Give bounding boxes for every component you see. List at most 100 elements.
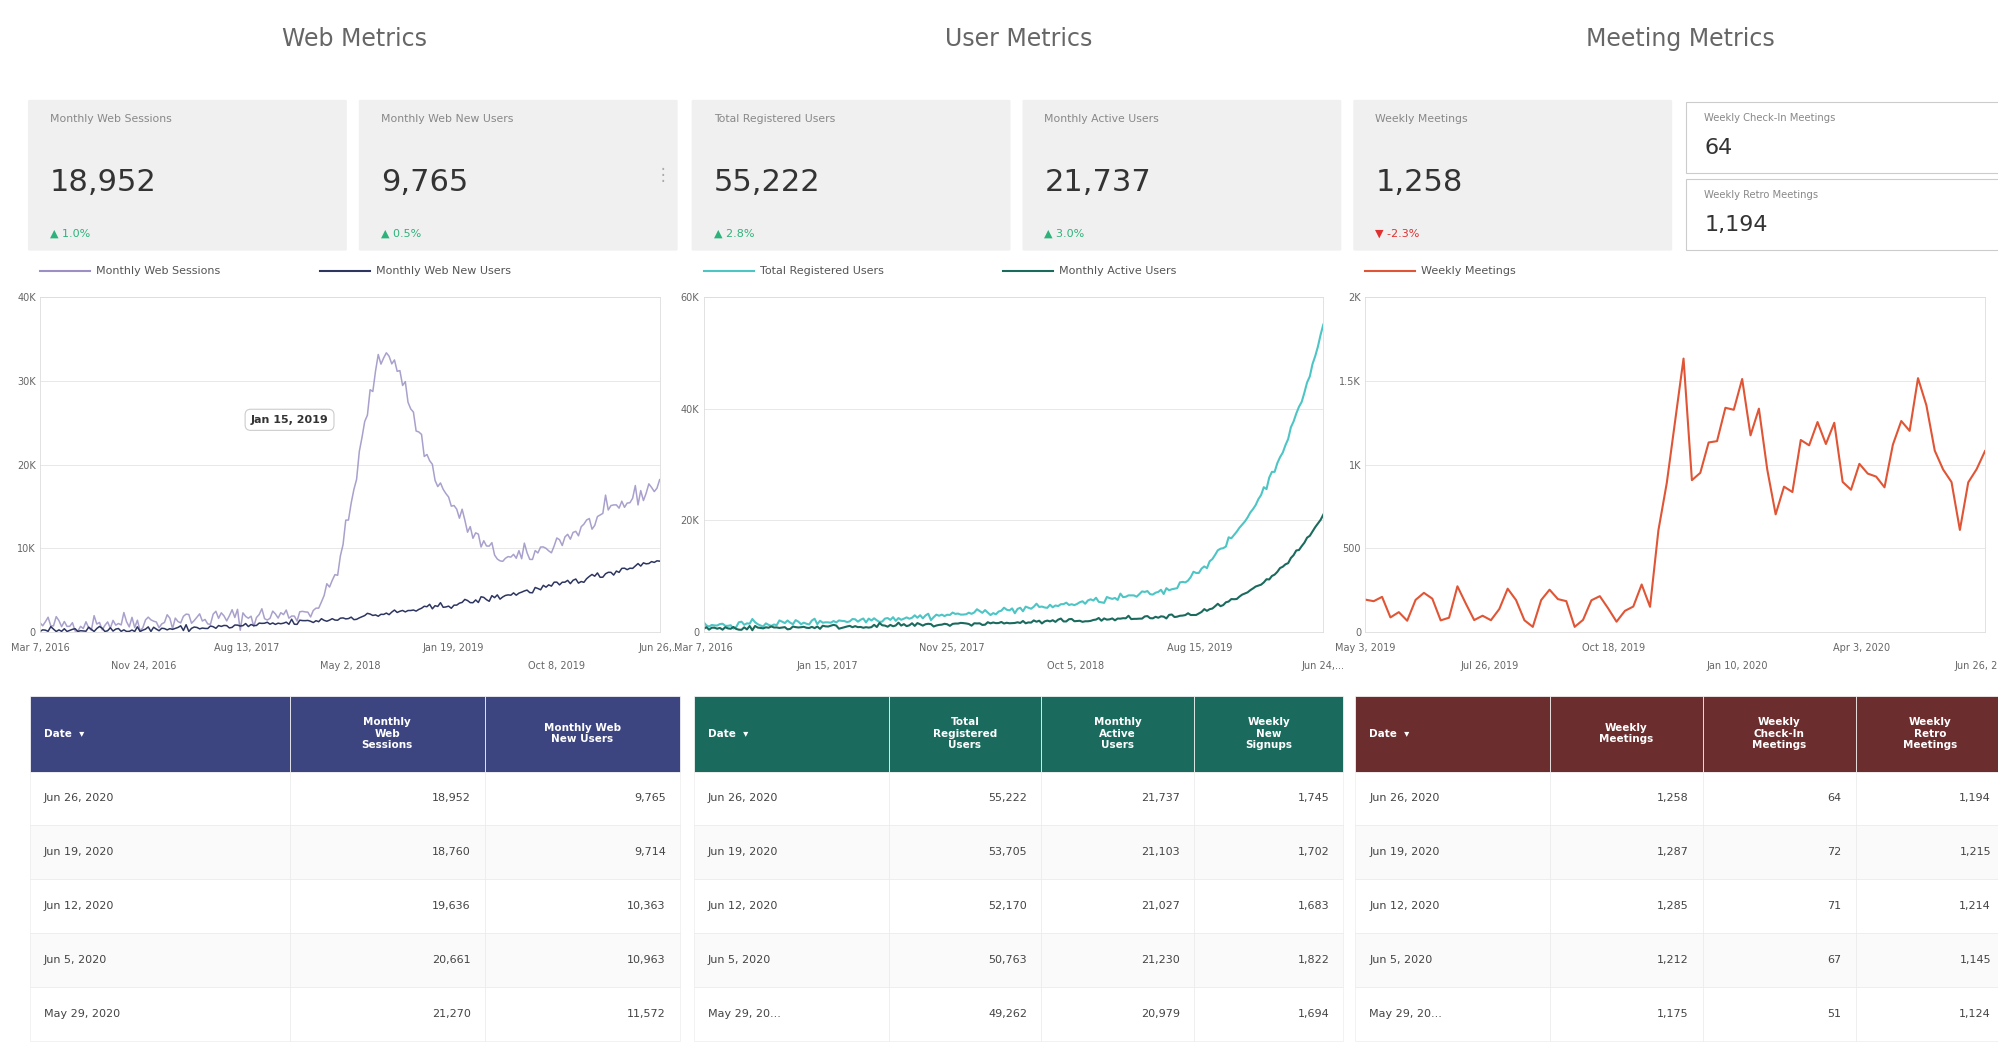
Text: 1,214: 1,214 [1958,902,1990,911]
Text: 53,705: 53,705 [989,847,1027,857]
Text: ▲ 0.5%: ▲ 0.5% [380,229,422,239]
Text: 21,230: 21,230 [1141,955,1179,965]
Text: 1,702: 1,702 [1297,847,1329,857]
Text: 1,212: 1,212 [1656,955,1688,965]
Text: May 2, 2018: May 2, 2018 [320,661,380,670]
Text: 21,270: 21,270 [432,1009,472,1018]
Text: 20,661: 20,661 [432,955,472,965]
Text: 1,258: 1,258 [1656,793,1688,804]
Text: 10,363: 10,363 [627,902,665,911]
Text: 1,694: 1,694 [1297,1009,1329,1018]
Text: 9,714: 9,714 [633,847,665,857]
Text: 49,262: 49,262 [987,1009,1027,1018]
Text: 1,287: 1,287 [1656,847,1688,857]
Text: Monthly Web Sessions: Monthly Web Sessions [50,114,172,123]
Text: Jun 12, 2020: Jun 12, 2020 [1369,902,1439,911]
Text: ▲ 1.0%: ▲ 1.0% [50,229,90,239]
Text: Jan 15, 2017: Jan 15, 2017 [797,661,857,670]
Text: Jun 12, 2020: Jun 12, 2020 [707,902,777,911]
Text: Jun 26, 2020: Jun 26, 2020 [1369,793,1439,804]
Text: 10,963: 10,963 [627,955,665,965]
Text: 71: 71 [1826,902,1840,911]
Text: Monthly Active Users: Monthly Active Users [1043,114,1159,123]
Text: Monthly
Web
Sessions: Monthly Web Sessions [362,717,414,750]
Text: 1,175: 1,175 [1656,1009,1688,1018]
Text: 72: 72 [1826,847,1840,857]
Text: 18,760: 18,760 [432,847,472,857]
Text: 1,822: 1,822 [1297,955,1329,965]
Text: Oct 5, 2018: Oct 5, 2018 [1047,661,1103,670]
Text: Jul 26, 2019: Jul 26, 2019 [1459,661,1518,670]
Text: Weekly
New
Signups: Weekly New Signups [1245,717,1291,750]
Text: 55,222: 55,222 [713,168,819,198]
Text: Weekly Check-In Meetings: Weekly Check-In Meetings [1702,113,1834,122]
Text: Web Metrics: Web Metrics [282,27,428,51]
Text: 67: 67 [1826,955,1840,965]
Text: 18,952: 18,952 [432,793,472,804]
Text: 1,194: 1,194 [1958,793,1990,804]
Text: 11,572: 11,572 [627,1009,665,1018]
Text: Aug 13, 2017: Aug 13, 2017 [214,643,280,652]
Text: Monthly Web New Users: Monthly Web New Users [380,114,513,123]
Text: 9,765: 9,765 [380,168,468,198]
Text: ⋮: ⋮ [655,167,671,184]
Text: 19,636: 19,636 [432,902,472,911]
Text: Mar 7, 2016: Mar 7, 2016 [673,643,733,652]
Text: 21,737: 21,737 [1141,793,1179,804]
Text: ▼ -2.3%: ▼ -2.3% [1375,229,1419,239]
Text: Total Registered Users: Total Registered Users [713,114,835,123]
Text: Weekly Meetings: Weekly Meetings [1375,114,1467,123]
Text: 55,222: 55,222 [987,793,1027,804]
Text: Jun 19, 2020: Jun 19, 2020 [1369,847,1439,857]
Text: Jan 10, 2020: Jan 10, 2020 [1706,661,1766,670]
Text: 21,737: 21,737 [1043,168,1151,198]
Text: Monthly Web
New Users: Monthly Web New Users [543,723,621,744]
Text: Weekly Meetings: Weekly Meetings [1421,266,1514,276]
Text: Jun 19, 2020: Jun 19, 2020 [707,847,777,857]
Text: Jun 5, 2020: Jun 5, 2020 [707,955,771,965]
Text: ▲ 2.8%: ▲ 2.8% [713,229,753,239]
Text: 9,765: 9,765 [633,793,665,804]
Text: Monthly
Active
Users: Monthly Active Users [1093,717,1141,750]
Text: Date  ▾: Date ▾ [707,729,747,738]
Text: Jun 26, 2020: Jun 26, 2020 [44,793,114,804]
Text: Weekly
Retro
Meetings: Weekly Retro Meetings [1902,717,1956,750]
Text: Oct 8, 2019: Oct 8, 2019 [527,661,585,670]
Text: Jun 5, 2020: Jun 5, 2020 [1369,955,1433,965]
Text: 1,745: 1,745 [1297,793,1329,804]
Text: 20,979: 20,979 [1141,1009,1179,1018]
Text: 21,027: 21,027 [1141,902,1179,911]
Text: Monthly Active Users: Monthly Active Users [1059,266,1177,276]
Text: Jun 26, 2020: Jun 26, 2020 [707,793,777,804]
Text: Mar 7, 2016: Mar 7, 2016 [10,643,70,652]
Text: 1,285: 1,285 [1656,902,1688,911]
Text: 52,170: 52,170 [987,902,1027,911]
Text: 50,763: 50,763 [989,955,1027,965]
Text: 18,952: 18,952 [50,168,156,198]
Text: May 3, 2019: May 3, 2019 [1335,643,1395,652]
Text: Apr 3, 2020: Apr 3, 2020 [1832,643,1888,652]
Text: Jun 5, 2020: Jun 5, 2020 [44,955,108,965]
Text: Nov 24, 2016: Nov 24, 2016 [110,661,176,670]
Text: May 29, 20...: May 29, 20... [1369,1009,1441,1018]
Text: 1,683: 1,683 [1297,902,1329,911]
Text: Total
Registered
Users: Total Registered Users [933,717,997,750]
Text: Nov 25, 2017: Nov 25, 2017 [919,643,983,652]
Text: May 29, 20...: May 29, 20... [707,1009,779,1018]
Text: 1,258: 1,258 [1375,168,1463,198]
Text: Date  ▾: Date ▾ [44,729,84,738]
Text: Jan 19, 2019: Jan 19, 2019 [422,643,484,652]
Text: 1,215: 1,215 [1958,847,1990,857]
Text: Weekly
Check-In
Meetings: Weekly Check-In Meetings [1750,717,1806,750]
Text: Weekly Retro Meetings: Weekly Retro Meetings [1702,189,1818,200]
Text: 21,103: 21,103 [1141,847,1179,857]
Text: 64: 64 [1826,793,1840,804]
Text: 51: 51 [1826,1009,1840,1018]
Text: 1,145: 1,145 [1958,955,1990,965]
Text: Jun 24,...: Jun 24,... [1301,661,1345,670]
Text: 64: 64 [1702,138,1732,158]
Text: Meeting Metrics: Meeting Metrics [1584,27,1774,51]
Text: Monthly Web New Users: Monthly Web New Users [376,266,511,276]
Text: 1,194: 1,194 [1702,215,1766,235]
Text: Date  ▾: Date ▾ [1369,729,1409,738]
